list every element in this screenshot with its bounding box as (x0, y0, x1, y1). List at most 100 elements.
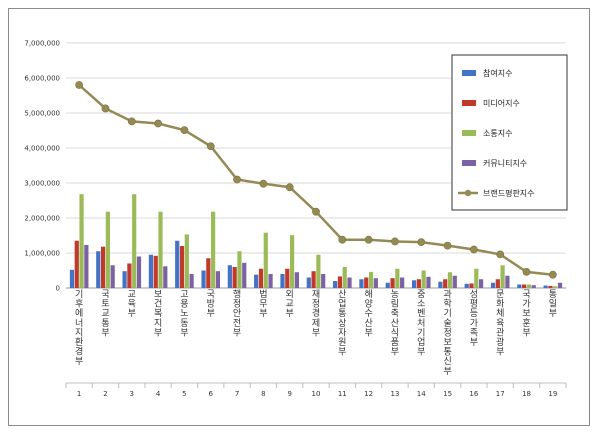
bar-미디어지수 (74, 240, 79, 288)
series-point-브랜드평판지수 (206, 142, 215, 151)
category-index: 15 (443, 390, 452, 398)
category-index: 6 (209, 390, 214, 398)
bar-소통지수 (316, 254, 321, 288)
bar-미디어지수 (311, 271, 316, 288)
category-index: 10 (312, 390, 321, 398)
bar-소통지수 (421, 270, 426, 288)
bar-미디어지수 (232, 267, 237, 288)
series-point-브랜드평판지수 (548, 270, 557, 279)
series-point-브랜드평판지수 (285, 183, 294, 192)
legend-swatch (462, 100, 476, 106)
bar-참여지수 (69, 269, 75, 288)
bar-미디어지수 (100, 246, 106, 288)
bar-미디어지수 (179, 246, 185, 288)
series-point-브랜드평판지수 (233, 175, 241, 184)
bar-참여지수 (411, 280, 417, 288)
bar-참여지수 (201, 270, 206, 288)
bar-커뮤니티지수 (557, 282, 563, 288)
bar-참여지수 (227, 265, 232, 288)
bar-소통지수 (158, 211, 163, 288)
series-point-브랜드평판지수 (496, 250, 505, 259)
bar-소통지수 (553, 286, 558, 288)
bar-미디어지수 (337, 276, 343, 288)
bar-참여지수 (438, 281, 443, 288)
category-index: 19 (548, 390, 557, 398)
y-tick-label: 4,000,000 (24, 145, 60, 153)
bar-참여지수 (280, 274, 285, 288)
legend-swatch (462, 160, 476, 166)
bar-커뮤니티지수 (531, 285, 536, 288)
bar-소통지수 (342, 267, 347, 288)
bar-참여지수 (96, 251, 101, 288)
category-index: 11 (338, 390, 347, 398)
bar-소통지수 (184, 234, 189, 288)
bar-소통지수 (105, 211, 110, 288)
category-index: 12 (364, 390, 373, 398)
legend-swatch (462, 70, 476, 76)
bar-소통지수 (263, 232, 268, 288)
bar-소통지수 (368, 271, 374, 288)
bar-참여지수 (122, 271, 127, 288)
bar-커뮤니티지수 (84, 244, 89, 288)
bar-소통지수 (211, 211, 216, 288)
category-index: 1 (77, 390, 81, 398)
legend-label: 소통지수 (483, 129, 512, 138)
legend-swatch-marker (464, 189, 472, 197)
category-index: 18 (522, 390, 531, 398)
y-tick-label: 3,000,000 (24, 180, 60, 188)
bar-커뮤니티지수 (373, 278, 378, 288)
bar-참여지수 (543, 285, 548, 288)
series-point-브랜드평판지수 (443, 241, 452, 250)
bar-소통지수 (395, 268, 400, 288)
series-point-브랜드평판지수 (180, 126, 189, 135)
bar-미디어지수 (206, 258, 211, 288)
series-point-브랜드평판지수 (312, 207, 320, 216)
bar-미디어지수 (548, 285, 553, 288)
category-index: 5 (182, 390, 186, 398)
series-point-브랜드평판지수 (127, 117, 136, 126)
y-tick-label: 6,000,000 (24, 75, 60, 83)
y-tick-label: 1,000,000 (24, 250, 60, 258)
y-tick-label: 0 (56, 285, 60, 293)
bar-커뮤니티지수 (347, 277, 352, 288)
bar-커뮤니티지수 (505, 275, 510, 288)
series-point-브랜드평판지수 (364, 235, 373, 244)
bar-참여지수 (490, 282, 496, 288)
bar-커뮤니티지수 (268, 274, 273, 288)
bar-소통지수 (132, 194, 137, 288)
bar-소통지수 (447, 272, 453, 288)
bar-참여지수 (148, 254, 154, 288)
category-index: 14 (417, 390, 426, 398)
bar-참여지수 (464, 283, 469, 288)
bar-커뮤니티지수 (400, 277, 405, 288)
bar-참여지수 (254, 274, 259, 288)
bar-미디어지수 (495, 279, 500, 288)
bar-미디어지수 (258, 268, 264, 288)
category-index: 8 (261, 390, 265, 398)
bar-커뮤니티지수 (294, 272, 299, 288)
category-index: 3 (130, 390, 134, 398)
bar-미디어지수 (522, 284, 527, 288)
legend-label: 미디어지수 (483, 98, 520, 108)
bar-참여지수 (333, 281, 338, 288)
series-point-브랜드평판지수 (391, 237, 399, 246)
series-point-브랜드평판지수 (101, 104, 110, 113)
y-tick-label: 5,000,000 (24, 110, 60, 118)
legend-label: 참여지수 (483, 68, 512, 78)
bar-소통지수 (474, 268, 479, 288)
